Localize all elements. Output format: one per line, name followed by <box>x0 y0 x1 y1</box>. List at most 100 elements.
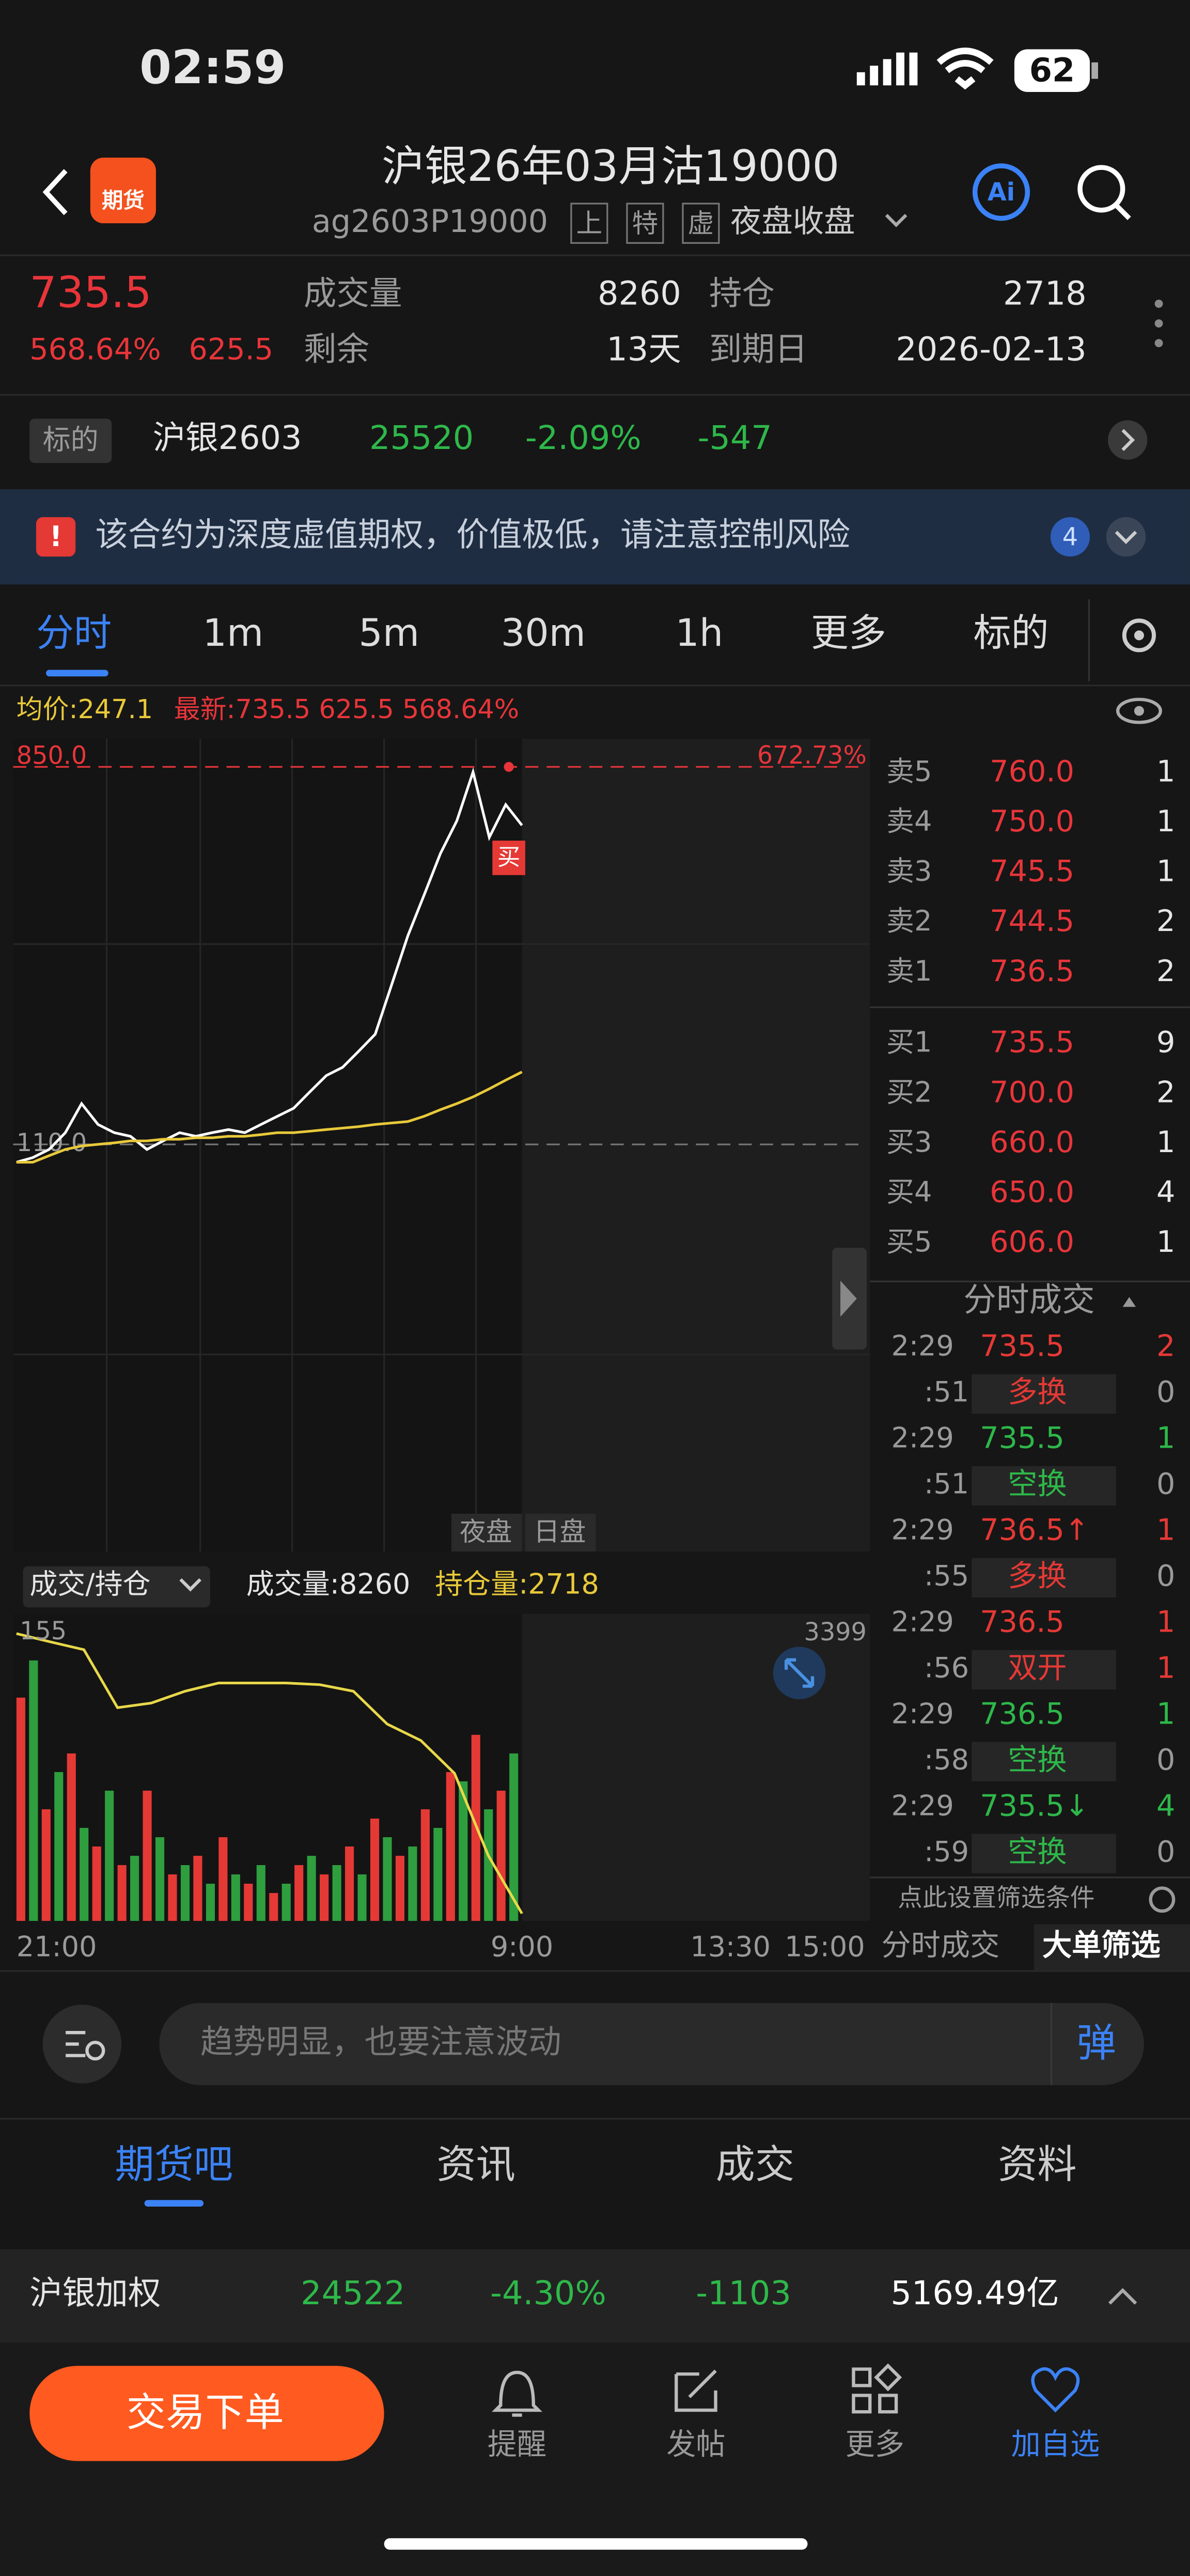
underlying-label: 标的 <box>43 423 99 456</box>
label: 剩余 <box>304 330 369 368</box>
trade-qty: 1 <box>1156 1651 1175 1685</box>
value: 2026-02-13 <box>896 330 1086 368</box>
trade-qty: 0 <box>1156 1835 1175 1869</box>
value: 13天 <box>606 330 681 368</box>
section-tab[interactable]: 期货吧 <box>115 2142 233 2187</box>
index-amount: 5169.49亿 <box>890 2274 1059 2312</box>
change: 625.5 <box>189 333 273 367</box>
session-label: 夜盘 <box>460 1516 512 1547</box>
tool-label[interactable]: 更多 <box>845 2428 904 2462</box>
underlying-go[interactable] <box>1108 420 1148 460</box>
level-qty: 1 <box>1156 804 1175 839</box>
level-qty: 4 <box>1156 1175 1175 1209</box>
oi-total: 持仓量:2718 <box>435 1568 599 1600</box>
search[interactable] <box>1077 165 1125 213</box>
trade-time: 2:29 <box>891 1514 954 1546</box>
trade-type: 多换 <box>1008 1375 1067 1409</box>
trade-price: 736.5 <box>980 1605 1064 1639</box>
period-tab[interactable]: 标的 <box>973 611 1048 655</box>
tag: 上 <box>576 208 602 238</box>
trade-price: 735.5↓ <box>980 1789 1089 1823</box>
tag: 特 <box>632 208 659 238</box>
volume-bar <box>357 1874 367 1921</box>
index-change: -1103 <box>696 2274 791 2312</box>
trade-qty: 0 <box>1156 1467 1175 1501</box>
volume-bar <box>320 1874 329 1921</box>
level: 买1 <box>886 1026 932 1059</box>
trade-price: 736.5 <box>980 1697 1064 1731</box>
volume-bar <box>168 1874 177 1921</box>
trade-button[interactable] <box>29 2366 384 2461</box>
trade-qty: 1 <box>1156 1421 1175 1455</box>
trade-qty: 2 <box>1156 1329 1175 1363</box>
x-tick-label: 9:00 <box>491 1931 553 1963</box>
trade-qty: 1 <box>1156 1513 1175 1547</box>
trade-time: 2:29 <box>891 1606 954 1638</box>
filter[interactable]: 点此设置筛选条件 <box>898 1884 1094 1913</box>
period-tab[interactable]: 更多 <box>811 611 886 655</box>
settings[interactable] <box>1122 618 1156 653</box>
volume-bar <box>16 1697 25 1921</box>
level: 卖5 <box>886 755 932 787</box>
line <box>16 767 523 1164</box>
level-qty: 2 <box>1156 954 1175 988</box>
level-price: 744.5 <box>990 904 1074 938</box>
volume-bar <box>446 1772 455 1921</box>
battery: 62 <box>1029 51 1075 89</box>
tool-label[interactable]: 提醒 <box>488 2428 546 2462</box>
ai-button[interactable] <box>972 163 1030 221</box>
volume-bar <box>433 1827 443 1921</box>
level-price: 650.0 <box>990 1175 1074 1209</box>
back[interactable] <box>42 169 68 215</box>
trade-tab[interactable]: 分时成交 <box>882 1929 1000 1963</box>
level-price: 736.5 <box>990 954 1074 988</box>
x-tick-label: 13:30 <box>690 1931 771 1963</box>
comment-input[interactable] <box>159 2003 1144 2085</box>
danmaku[interactable]: 弹 <box>1077 2020 1116 2066</box>
warning: 该合约为深度虚值期权，价值极低，请注意控制风险 <box>95 516 850 554</box>
session[interactable]: 夜盘收盘 <box>730 204 855 240</box>
trade-qty: 1 <box>1156 1697 1175 1731</box>
volume-bar <box>231 1874 240 1921</box>
period-tab[interactable]: 1m <box>202 611 263 655</box>
volume-bar <box>193 1855 202 1921</box>
trade-type: 空换 <box>1008 1467 1067 1501</box>
volume-bar <box>92 1846 101 1921</box>
label: 持仓 <box>709 274 775 313</box>
trade-marker: 买 <box>497 844 520 871</box>
volume-bar <box>281 1884 291 1921</box>
volume-bar <box>294 1865 304 1921</box>
volume-bar <box>307 1855 316 1921</box>
trade-time: :51 <box>924 1468 969 1500</box>
trade-time: :59 <box>924 1835 969 1868</box>
volume-bar <box>67 1753 76 1921</box>
volume-bar <box>383 1837 392 1921</box>
period-tab[interactable]: 1h <box>675 611 723 655</box>
volume-bar <box>41 1809 51 1921</box>
trade-tab[interactable]: 大单筛选 <box>1042 1929 1161 1963</box>
trade-qty: 0 <box>1156 1375 1175 1409</box>
section-tab[interactable]: 资讯 <box>436 2142 515 2187</box>
period-tab[interactable]: 5m <box>358 611 419 655</box>
x-tick-label: 15:00 <box>785 1931 865 1963</box>
level-price: 760.0 <box>990 754 1074 788</box>
volume-bar <box>408 1846 417 1921</box>
trade-qty: 4 <box>1156 1789 1175 1823</box>
period-tab[interactable]: 30m <box>501 611 586 655</box>
label: 成交量 <box>304 274 402 313</box>
section-tab[interactable]: 资料 <box>998 2142 1077 2187</box>
level-price: 745.5 <box>990 855 1074 889</box>
section-tab[interactable]: 成交 <box>716 2142 795 2187</box>
period-tab[interactable]: 分时 <box>36 611 112 655</box>
volume-bar <box>256 1865 265 1921</box>
comment-toggle[interactable] <box>42 2005 122 2084</box>
volume-bar <box>218 1837 228 1921</box>
placeholder: 趋势明显，也要注意波动 <box>200 2023 561 2061</box>
tool-label[interactable]: 发帖 <box>666 2428 725 2462</box>
tool-label[interactable]: 加自选 <box>1011 2428 1100 2462</box>
latest: 最新:735.5 625.5 568.64% <box>174 694 519 724</box>
clock: 02:59 <box>139 40 286 94</box>
warning-expand[interactable] <box>1106 517 1146 557</box>
selector[interactable] <box>23 1566 210 1608</box>
